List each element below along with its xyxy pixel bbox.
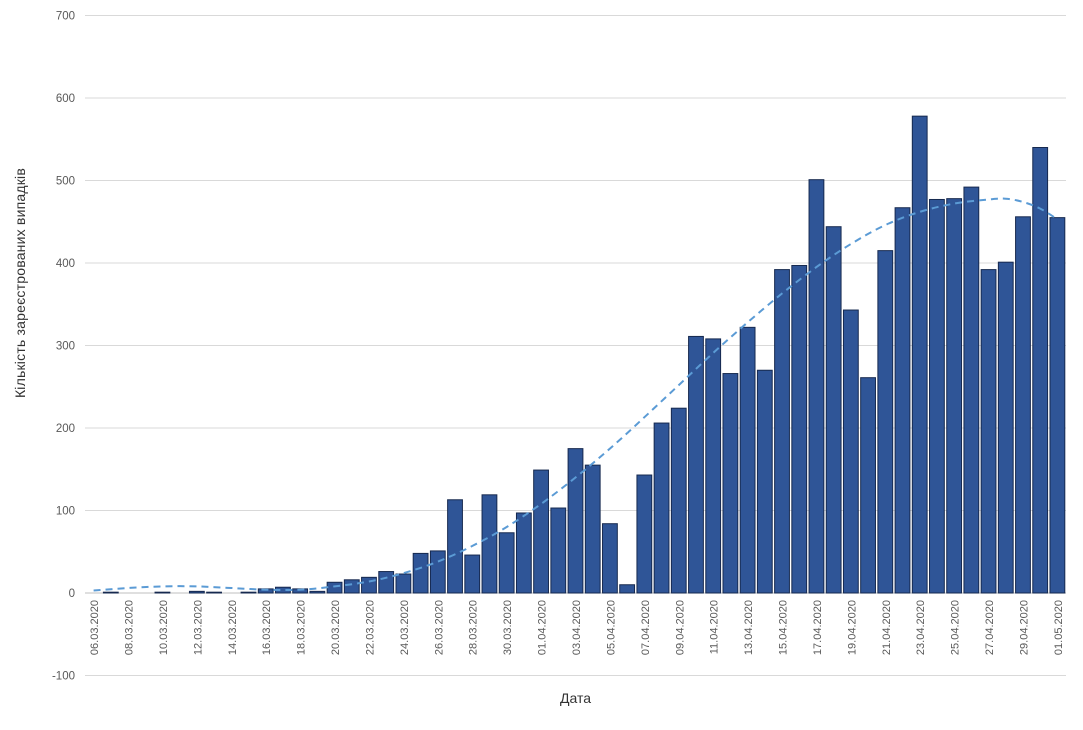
bar (154, 591, 171, 594)
bar (550, 507, 567, 594)
bar (498, 532, 515, 594)
y-tick-label: -100 (52, 671, 75, 683)
bar (309, 590, 326, 594)
y-tick-label: 0 (69, 588, 75, 600)
bar (842, 309, 859, 594)
x-tick-label: 01.05.2020 (1053, 600, 1065, 655)
bar (533, 469, 549, 594)
x-tick-label: 21.04.2020 (881, 600, 893, 655)
bar (980, 269, 997, 594)
bar (602, 523, 618, 594)
bar (739, 326, 756, 594)
x-tick-label: 17.04.2020 (812, 600, 824, 655)
y-tick-label: 600 (56, 93, 75, 105)
bar (567, 448, 584, 594)
bar (1049, 217, 1066, 594)
x-tick-label: 11.04.2020 (709, 600, 721, 654)
y-tick-label: 700 (56, 11, 75, 23)
x-tick-label: 20.03.2020 (330, 600, 342, 655)
x-tick-label: 06.03.2020 (89, 600, 101, 655)
trendline (93, 197, 1058, 592)
bar (515, 512, 532, 594)
bar (997, 261, 1014, 594)
bar (963, 186, 980, 594)
x-tick-label: 09.04.2020 (674, 600, 686, 655)
bar (188, 590, 205, 594)
x-tick-label: 25.04.2020 (950, 600, 962, 655)
bar (877, 250, 894, 594)
bar (464, 554, 481, 594)
x-tick-label: 14.03.2020 (227, 600, 239, 655)
x-tick-label: 23.04.2020 (915, 600, 927, 655)
y-tick-label: 400 (56, 258, 75, 270)
bar (395, 573, 412, 594)
bar (825, 226, 842, 594)
bar (1032, 147, 1049, 594)
bar (584, 464, 601, 594)
x-axis-title: Дата (559, 690, 591, 706)
bar (722, 373, 739, 594)
y-tick-label: 500 (56, 176, 75, 188)
bar (688, 335, 704, 594)
x-tick-label: 29.04.2020 (1019, 600, 1031, 655)
x-tick-label: 01.04.2020 (537, 600, 549, 655)
x-tick-label: 30.03.2020 (502, 600, 514, 655)
x-tick-label: 28.03.2020 (468, 600, 480, 655)
x-tick-label: 07.04.2020 (640, 600, 652, 655)
x-tick-label: 15.04.2020 (778, 600, 790, 655)
bar (808, 179, 825, 594)
bar (894, 207, 911, 594)
x-tick-label: 19.04.2020 (846, 600, 858, 655)
bar (1015, 216, 1031, 594)
bar (929, 198, 945, 594)
bar (102, 591, 119, 594)
bar (653, 422, 670, 594)
x-tick-label: 26.03.2020 (433, 600, 445, 655)
bar (774, 269, 790, 594)
x-tick-label: 24.03.2020 (399, 600, 411, 655)
x-tick-label: 18.03.2020 (296, 600, 308, 655)
bar (756, 369, 773, 594)
bar (791, 264, 808, 594)
bar (240, 591, 257, 594)
y-tick-label: 200 (56, 423, 75, 435)
bar (636, 474, 653, 594)
bar (911, 115, 928, 594)
bar (447, 499, 463, 594)
bar (705, 338, 722, 594)
bar (206, 591, 222, 594)
x-tick-label: 12.03.2020 (192, 600, 204, 655)
x-tick-label: 05.04.2020 (605, 600, 617, 655)
y-tick-label: 300 (56, 341, 75, 353)
x-tick-label: 03.04.2020 (571, 600, 583, 655)
bar (619, 584, 636, 594)
x-tick-label: 10.03.2020 (158, 600, 170, 655)
x-tick-label: 27.04.2020 (984, 600, 996, 655)
bar (378, 571, 395, 594)
bar (670, 407, 687, 594)
bar (326, 581, 343, 594)
bar (412, 552, 429, 594)
bar (946, 198, 963, 594)
bar (481, 494, 498, 594)
bar (343, 579, 360, 594)
x-tick-label: 08.03.2020 (124, 600, 136, 655)
x-tick-label: 22.03.2020 (365, 600, 377, 655)
x-tick-label: 16.03.2020 (261, 600, 273, 655)
x-tick-label: 13.04.2020 (743, 600, 755, 655)
bar (860, 377, 876, 594)
bar (429, 550, 446, 594)
y-tick-label: 100 (56, 506, 75, 518)
